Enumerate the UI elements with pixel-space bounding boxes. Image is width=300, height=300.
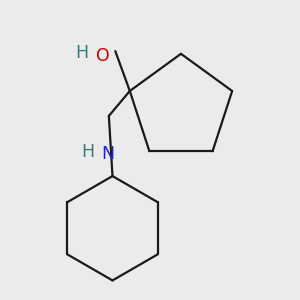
- Text: O: O: [96, 47, 110, 65]
- Text: H: H: [82, 143, 94, 161]
- Text: N: N: [101, 145, 114, 163]
- Text: H: H: [75, 44, 88, 62]
